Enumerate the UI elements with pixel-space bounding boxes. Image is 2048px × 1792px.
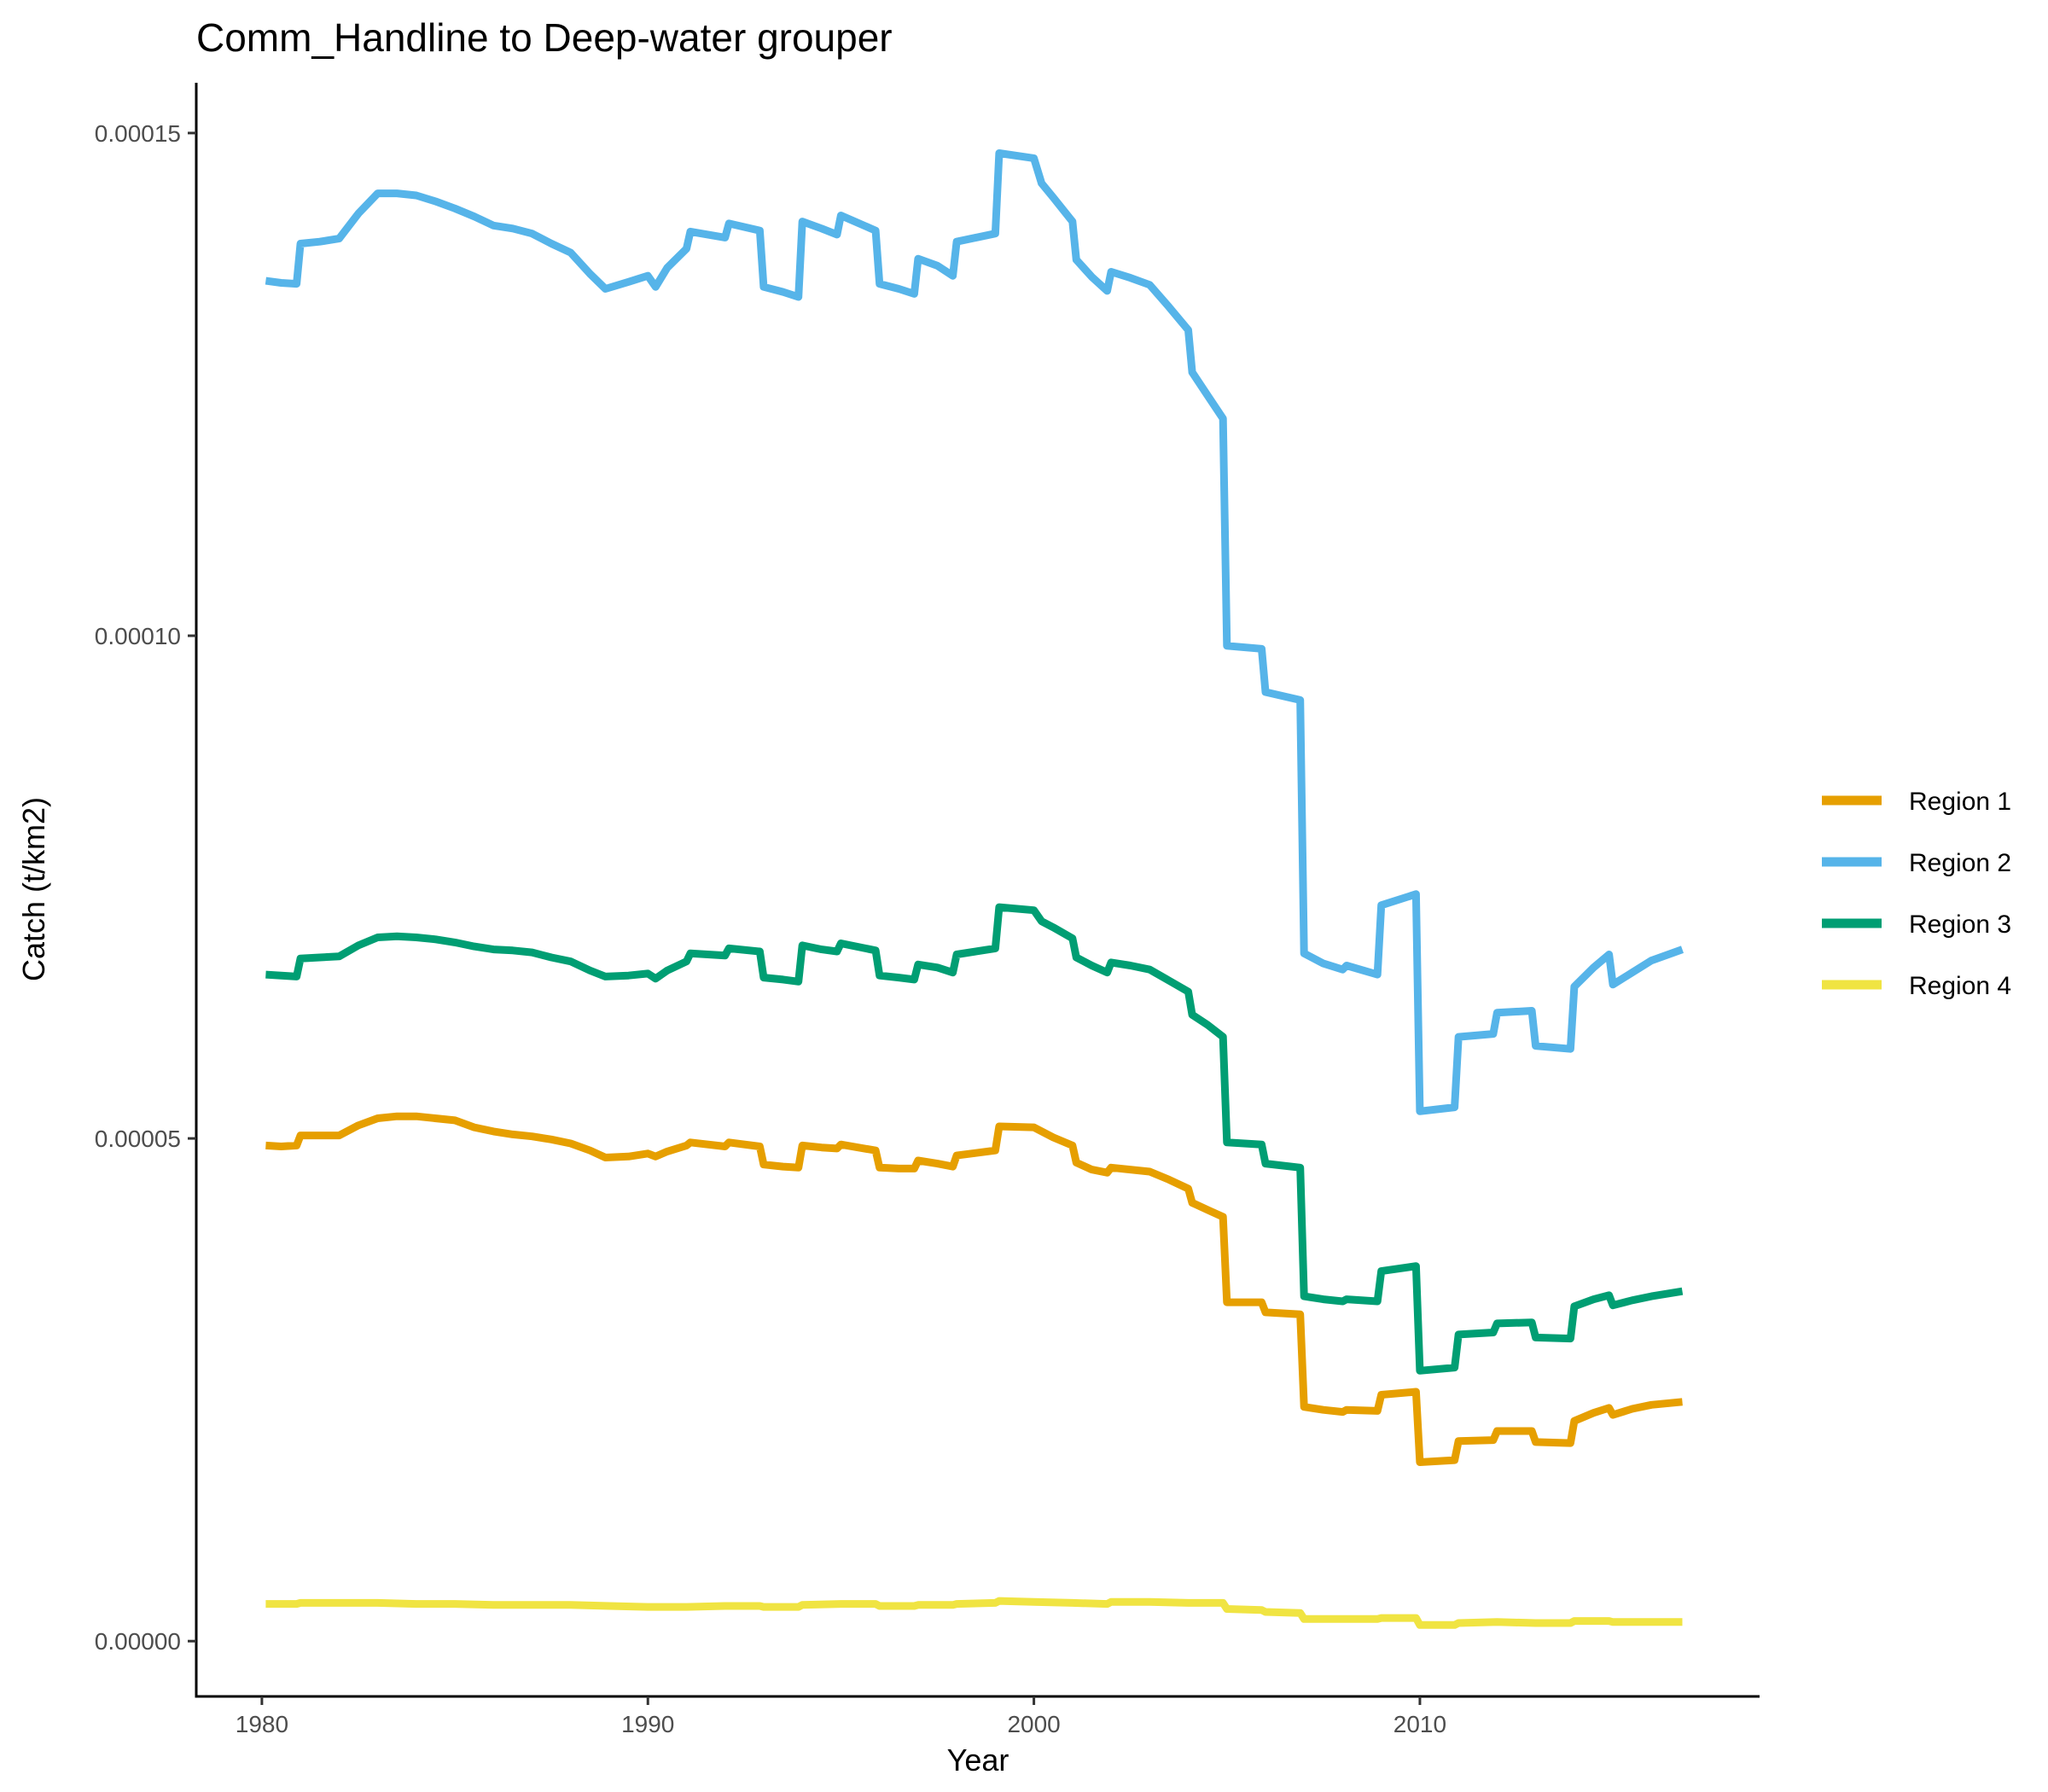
x-tick-label: 2000: [1007, 1711, 1060, 1737]
series-layer: [265, 149, 1684, 1629]
series-line-region-3: [265, 903, 1684, 1375]
y-tick-label: 0.00005: [95, 1126, 181, 1152]
y-axis-title: Catch (t/km2): [16, 797, 51, 981]
y-axis-ticks: 0.00000 0.00005 0.00010 0.00015: [95, 120, 196, 1655]
series-line-region-2: [265, 149, 1684, 1115]
legend: Region 1 Region 2 Region 3 Region 4: [1822, 788, 2011, 1000]
x-tick-label: 1980: [236, 1711, 288, 1737]
y-tick-label: 0.00010: [95, 623, 181, 649]
legend-label: Region 4: [1909, 972, 2011, 1000]
legend-item-region-2: Region 2: [1822, 849, 2011, 877]
legend-label: Region 3: [1909, 911, 2011, 939]
legend-label: Region 1: [1909, 788, 2011, 816]
chart-title: Comm_Handline to Deep-water grouper: [196, 15, 893, 60]
x-axis-ticks: 1980 1990 2000 2010: [236, 1696, 1446, 1737]
legend-label: Region 2: [1909, 849, 2011, 877]
y-tick-label: 0.00000: [95, 1628, 181, 1655]
legend-item-region-4: Region 4: [1822, 972, 2011, 1000]
series-line-region-4: [265, 1597, 1683, 1629]
x-axis-title: Year: [947, 1743, 1009, 1777]
y-tick-label: 0.00015: [95, 120, 181, 147]
x-tick-label: 2010: [1393, 1711, 1446, 1737]
legend-item-region-3: Region 3: [1822, 911, 2011, 939]
legend-item-region-1: Region 1: [1822, 788, 2011, 816]
series-line-region-1: [265, 1112, 1683, 1466]
x-tick-label: 1990: [621, 1711, 674, 1737]
